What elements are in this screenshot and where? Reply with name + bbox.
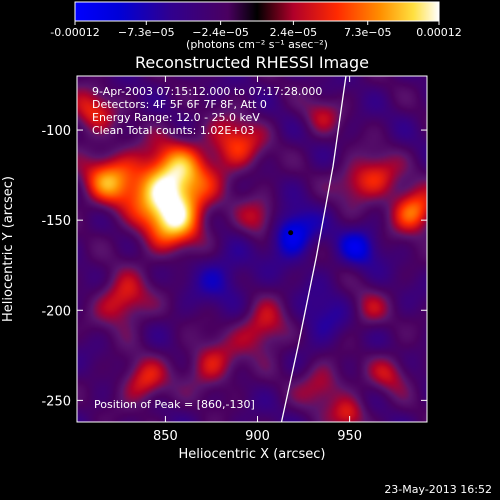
colorbar (74, 1, 440, 22)
chart-title: Reconstructed RHESSI Image (135, 53, 369, 72)
colorbar-tick-labels: -0.00012 −7.3e−05 −2.4e−05 2.4e−05 7.3e−05 0.… (50, 26, 461, 39)
y-tick-label: -200 (41, 304, 71, 319)
x-tick-label: 850 (153, 429, 178, 444)
colorbar-tick-label: 2.4e−05 (270, 26, 317, 39)
y-axis-label: Heliocentric Y (arcsec) (1, 176, 16, 322)
x-tick-label: 900 (245, 429, 270, 444)
y-tick-label: -100 (41, 124, 71, 139)
colorbar-tick-label: −7.3e−05 (118, 26, 175, 39)
peak-marker (288, 230, 294, 236)
y-tick-label: -250 (41, 394, 71, 409)
colorbar-tick-label: −2.4e−05 (192, 26, 249, 39)
generation-date: 23-May-2013 16:52 (384, 483, 492, 496)
colorbar-tick-label: 7.3e−05 (344, 26, 391, 39)
colorbar-tick-label: -0.00012 (50, 26, 99, 39)
solar-limb-curve (280, 76, 347, 422)
annotation-line: 9-Apr-2003 07:15:12.000 to 07:17:28.000 (92, 85, 322, 98)
colorbar-tick-label: 0.00012 (416, 26, 462, 39)
y-axis-ticks: -100 -150 -200 -250 (41, 124, 427, 409)
y-tick-label: -150 (41, 214, 71, 229)
peak-position-text: Position of Peak = [860,-130] (94, 398, 255, 411)
annotation-block: 9-Apr-2003 07:15:12.000 to 07:17:28.000D… (92, 85, 322, 137)
colorbar-label: (photons cm⁻² s⁻¹ asec⁻²) (186, 38, 328, 51)
plot-frame (76, 75, 428, 423)
colorbar-ticks (74, 21, 440, 25)
x-axis-label: Heliocentric X (arcsec) (179, 447, 326, 462)
x-tick-label: 950 (337, 429, 362, 444)
heatmap-image (77, 76, 427, 422)
annotation-line: Detectors: 4F 5F 6F 7F 8F, Att 0 (92, 98, 267, 111)
annotation-line: Clean Total counts: 1.02E+03 (92, 124, 255, 137)
annotation-line: Energy Range: 12.0 - 25.0 keV (92, 111, 260, 124)
x-axis-ticks: 850 900 950 (153, 76, 362, 444)
